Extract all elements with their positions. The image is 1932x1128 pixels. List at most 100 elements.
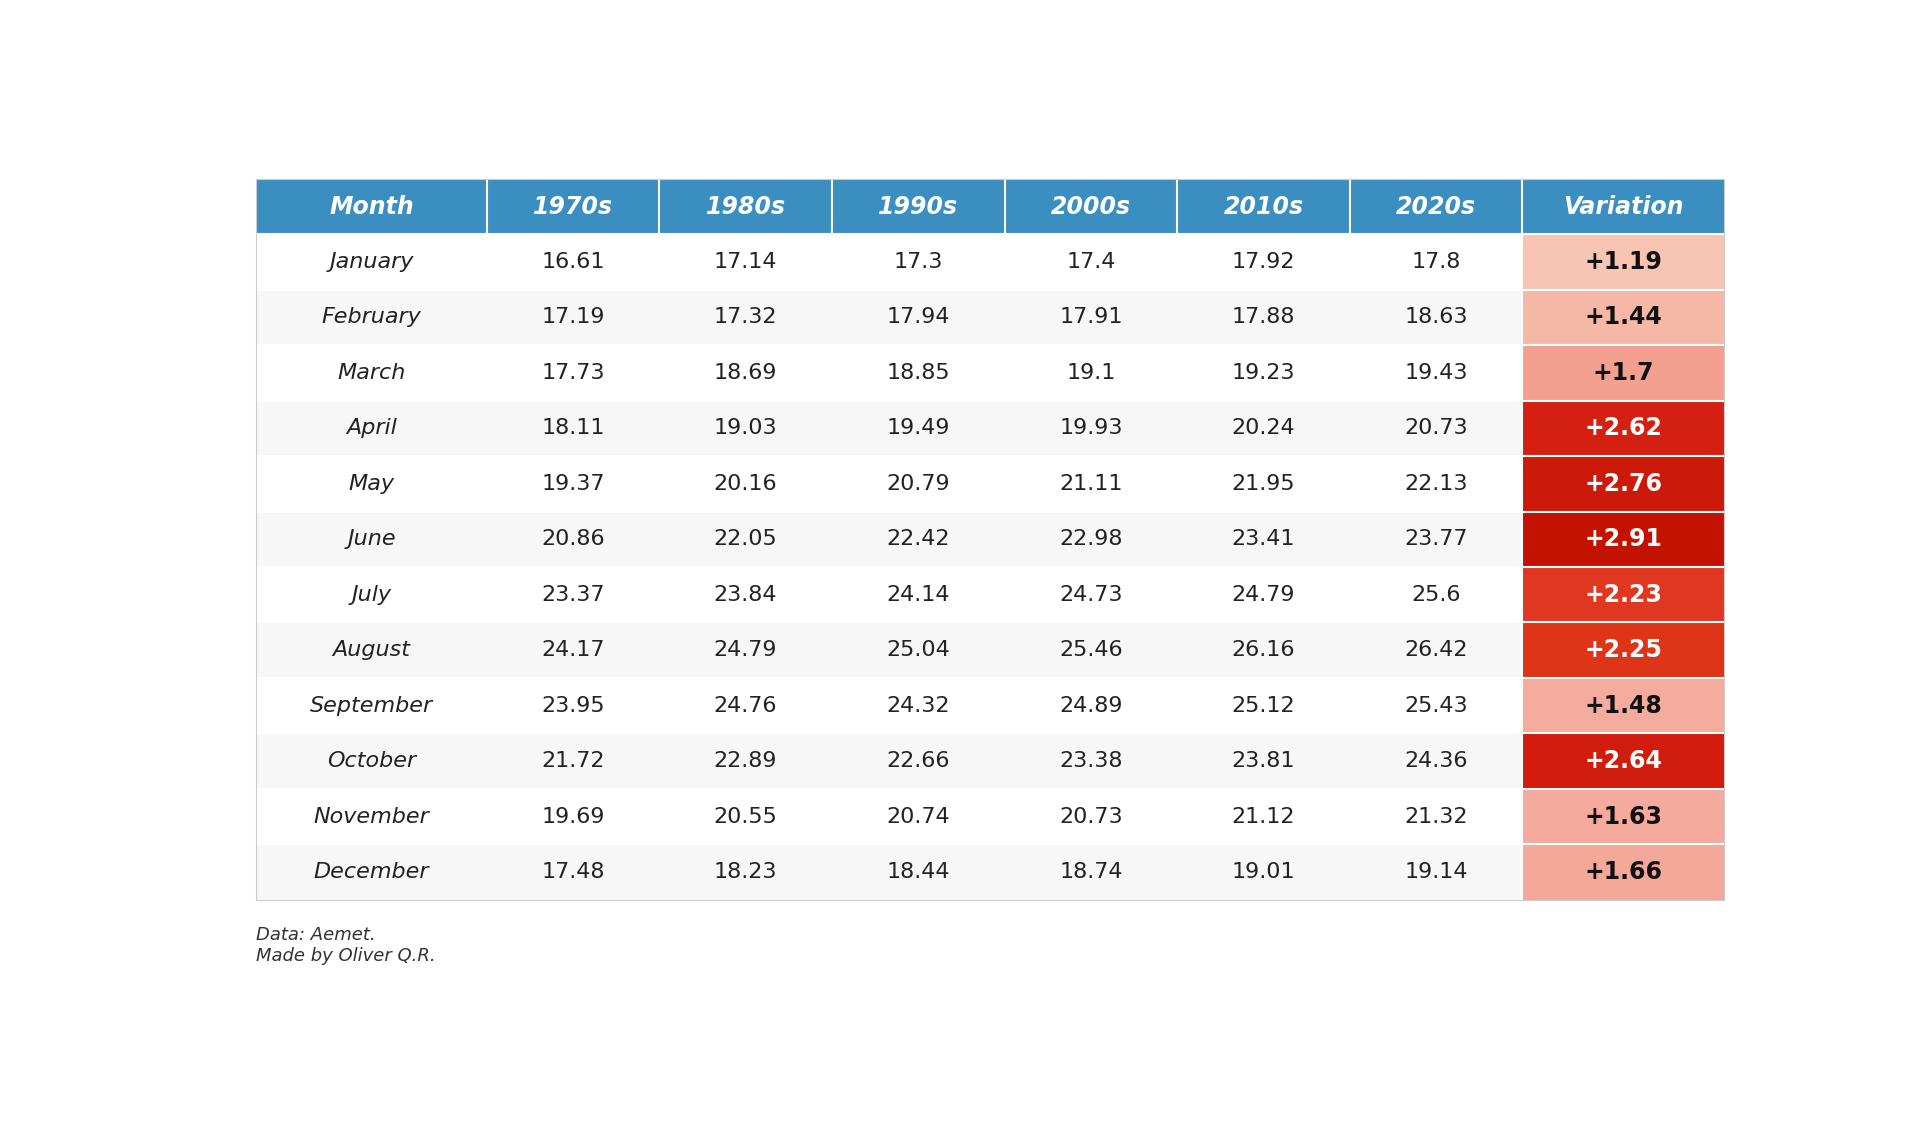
Bar [1350,567,1522,623]
Text: +2.25: +2.25 [1584,638,1662,662]
Text: 23.41: 23.41 [1233,529,1294,549]
Bar [1522,678,1723,733]
Bar [1177,623,1350,678]
Text: July: July [352,584,392,605]
Bar [257,844,487,900]
Bar [1522,345,1723,400]
Bar [1005,567,1177,623]
Text: +1.63: +1.63 [1584,804,1662,828]
Bar [833,567,1005,623]
Text: 19.1: 19.1 [1066,363,1115,382]
Text: 19.93: 19.93 [1059,418,1122,439]
Text: 22.66: 22.66 [887,751,951,772]
Bar [1005,456,1177,511]
Text: 24.17: 24.17 [541,641,605,660]
Bar [487,788,659,844]
Bar [1005,844,1177,900]
Bar [257,345,487,400]
Text: 20.73: 20.73 [1405,418,1468,439]
Text: 18.69: 18.69 [713,363,777,382]
Bar [659,511,833,567]
Bar [1522,235,1723,290]
Text: 22.89: 22.89 [713,751,777,772]
Bar [257,235,487,290]
Text: 25.46: 25.46 [1059,641,1122,660]
Bar [1350,511,1522,567]
Bar [257,456,487,511]
Bar [833,733,1005,788]
Text: 17.32: 17.32 [713,308,777,327]
Text: 2000s: 2000s [1051,194,1130,219]
Text: +1.19: +1.19 [1584,250,1662,274]
Bar [487,733,659,788]
Text: 24.79: 24.79 [1233,584,1294,605]
Bar [487,290,659,345]
Text: 2010s: 2010s [1223,194,1304,219]
Text: 24.76: 24.76 [713,696,777,715]
Text: 22.42: 22.42 [887,529,951,549]
Text: 21.32: 21.32 [1405,807,1468,827]
Bar [487,511,659,567]
Bar [833,511,1005,567]
Bar [487,179,659,235]
Bar [1350,844,1522,900]
Bar [659,179,833,235]
Text: 20.86: 20.86 [541,529,605,549]
Text: 17.8: 17.8 [1412,252,1461,272]
Text: 25.43: 25.43 [1405,696,1468,715]
Bar [1522,511,1723,567]
Bar [1177,678,1350,733]
Text: 19.49: 19.49 [887,418,951,439]
Bar [487,623,659,678]
Bar [487,456,659,511]
Bar [1177,179,1350,235]
Bar [833,400,1005,456]
Bar [1350,400,1522,456]
Text: +2.91: +2.91 [1584,527,1662,552]
Text: 22.98: 22.98 [1059,529,1122,549]
Bar [1522,844,1723,900]
Text: 19.43: 19.43 [1405,363,1468,382]
Text: Month: Month [328,194,413,219]
Text: 20.16: 20.16 [713,474,777,494]
Text: +1.48: +1.48 [1584,694,1662,717]
Text: 18.63: 18.63 [1405,308,1468,327]
Bar [257,290,487,345]
Text: 17.88: 17.88 [1233,308,1294,327]
Bar [659,567,833,623]
Text: August: August [332,641,412,660]
Bar [1005,179,1177,235]
Text: 26.16: 26.16 [1233,641,1294,660]
Bar [1350,456,1522,511]
Bar [1005,290,1177,345]
Text: 21.12: 21.12 [1233,807,1294,827]
Bar [833,788,1005,844]
Bar [1350,623,1522,678]
Text: 20.55: 20.55 [713,807,777,827]
Text: 18.23: 18.23 [713,862,777,882]
Text: 17.4: 17.4 [1066,252,1115,272]
Text: 1970s: 1970s [533,194,612,219]
Text: 19.14: 19.14 [1405,862,1468,882]
Bar [659,733,833,788]
Text: 19.37: 19.37 [541,474,605,494]
Text: 2020s: 2020s [1397,194,1476,219]
Text: 19.03: 19.03 [713,418,777,439]
Bar [659,678,833,733]
Bar [1350,290,1522,345]
Text: 23.37: 23.37 [541,584,605,605]
Text: 21.72: 21.72 [541,751,605,772]
Text: 25.04: 25.04 [887,641,951,660]
Text: October: October [327,751,415,772]
Text: +2.62: +2.62 [1584,416,1662,440]
Bar [833,290,1005,345]
Text: 23.95: 23.95 [541,696,605,715]
Text: May: May [348,474,394,494]
Bar [1522,733,1723,788]
Bar [257,567,487,623]
Text: 17.3: 17.3 [893,252,943,272]
Bar [257,678,487,733]
Bar [257,400,487,456]
Bar [1005,623,1177,678]
Text: 20.73: 20.73 [1059,807,1122,827]
